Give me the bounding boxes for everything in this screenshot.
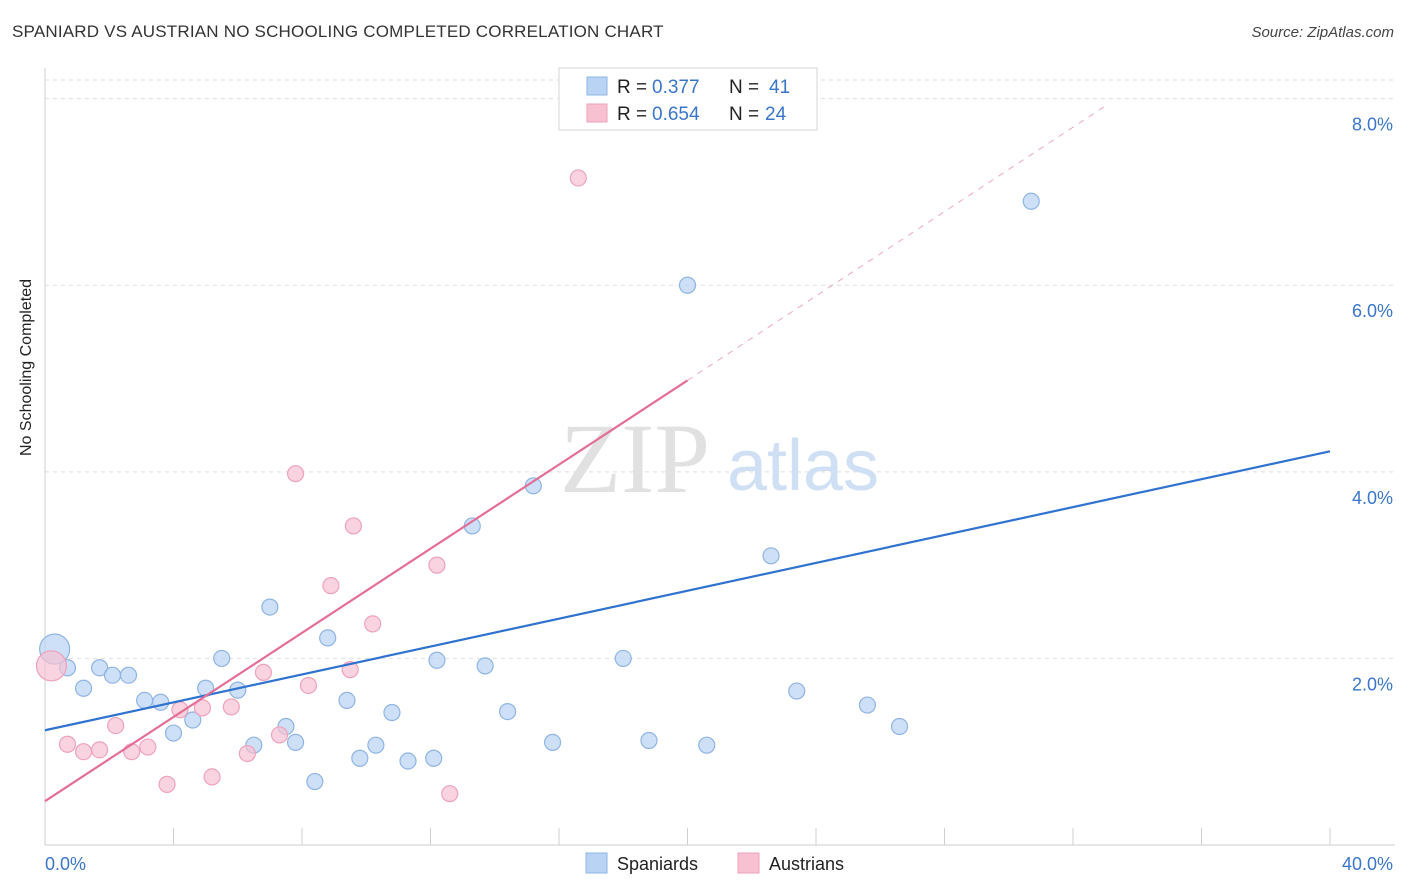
spaniard-point xyxy=(1022,192,1040,210)
austrian-point xyxy=(344,517,362,535)
legend-r-label: R = xyxy=(617,104,647,125)
legend-n-label: N = xyxy=(729,104,759,125)
austrian-point xyxy=(299,676,318,695)
legend-r-label: R = xyxy=(617,77,647,98)
austrian-point xyxy=(91,741,109,759)
austrians-trend-line xyxy=(44,379,689,803)
spaniard-point xyxy=(103,666,122,684)
austrian-point xyxy=(569,169,587,187)
spaniard-point xyxy=(74,679,93,697)
legend-r-value: 0.654 xyxy=(652,104,700,125)
austrians-trend-extension xyxy=(687,105,1106,381)
spaniard-point xyxy=(476,657,494,675)
spaniard-point xyxy=(425,749,443,767)
spaniards-trend-line xyxy=(44,450,1331,732)
spaniard-point xyxy=(499,702,517,721)
spaniard-point xyxy=(383,703,401,722)
axis-layer: 2.0% 4.0% 6.0% 8.0% 0.0% 40.0% xyxy=(44,68,1395,874)
legend-swatch-spaniards xyxy=(586,76,608,96)
spaniard-point xyxy=(614,649,632,668)
spaniard-point xyxy=(164,724,183,742)
austrian-point xyxy=(254,663,273,682)
legend-bottom-label-austrians: Austrians xyxy=(769,854,844,874)
austrian-point xyxy=(123,743,141,761)
austrian-point xyxy=(203,768,221,786)
spaniard-point xyxy=(351,749,369,767)
spaniard-point xyxy=(640,731,658,750)
austrian-point xyxy=(35,650,68,682)
legend-bottom: Spaniards Austrians xyxy=(585,852,844,874)
spaniard-point xyxy=(858,696,877,714)
spaniard-point xyxy=(543,733,562,751)
austrian-point xyxy=(428,556,446,574)
spaniard-point xyxy=(367,736,385,754)
spaniard-point xyxy=(184,711,202,729)
y-tick-label: 4.0% xyxy=(1352,488,1393,508)
spaniard-point xyxy=(119,666,138,684)
spaniard-point xyxy=(261,598,279,616)
spaniard-point xyxy=(762,547,780,565)
spaniard-point xyxy=(698,736,716,754)
austrian-point xyxy=(270,726,289,744)
grid-layer xyxy=(45,79,1395,659)
legend-n-label: N = xyxy=(729,77,759,98)
spaniard-point xyxy=(152,693,170,711)
spaniard-point xyxy=(428,651,446,669)
spaniard-point xyxy=(678,276,697,294)
austrian-point xyxy=(322,577,340,595)
austrian-point xyxy=(238,744,256,763)
watermark-atlas: atlas xyxy=(727,426,879,506)
austrian-point xyxy=(158,775,176,793)
x-tick-label: 0.0% xyxy=(45,854,86,874)
spaniard-point xyxy=(890,717,909,736)
austrian-point xyxy=(58,735,77,753)
legend-bottom-swatch-spaniards xyxy=(585,852,608,874)
legend-bottom-label-spaniards: Spaniards xyxy=(617,854,698,874)
austrian-point xyxy=(364,615,382,633)
x-tick-label: 40.0% xyxy=(1342,854,1393,874)
y-tick-label: 2.0% xyxy=(1352,674,1393,694)
points-layer xyxy=(35,99,1040,803)
austrian-point xyxy=(222,698,240,716)
y-tick-label: 8.0% xyxy=(1352,115,1393,135)
legend-bottom-swatch-austrians xyxy=(737,852,760,874)
austrian-point xyxy=(74,743,93,761)
legend-swatch-austrians xyxy=(586,103,608,123)
source-label: Source: ZipAtlas.com xyxy=(1251,24,1394,41)
spaniard-point xyxy=(213,649,231,668)
spaniard-point xyxy=(286,733,305,751)
spaniard-point xyxy=(338,691,356,709)
trend-layer xyxy=(44,105,1331,803)
legend-r-value: 0.377 xyxy=(652,77,700,98)
austrian-point xyxy=(286,465,305,483)
spaniard-point xyxy=(319,629,337,647)
spaniard-point xyxy=(399,752,417,770)
legend-n-value: 24 xyxy=(765,104,787,125)
austrian-point xyxy=(193,699,212,717)
spaniard-point xyxy=(306,772,324,791)
chart-title: SPANIARD VS AUSTRIAN NO SCHOOLING COMPLE… xyxy=(12,22,664,41)
austrian-point xyxy=(441,785,459,803)
legend-top: R = 0.377 N = 41 R = 0.654 N = 24 xyxy=(558,67,818,131)
austrian-point xyxy=(107,716,125,735)
y-tick-label: 6.0% xyxy=(1352,301,1393,321)
austrian-point xyxy=(139,738,157,756)
spaniard-point xyxy=(788,682,806,700)
watermark: ZIP atlas xyxy=(560,403,879,514)
legend-n-value: 41 xyxy=(769,77,790,98)
spaniard-point xyxy=(91,659,109,677)
spaniard-point xyxy=(135,691,154,709)
watermark-zip: ZIP xyxy=(560,403,710,514)
